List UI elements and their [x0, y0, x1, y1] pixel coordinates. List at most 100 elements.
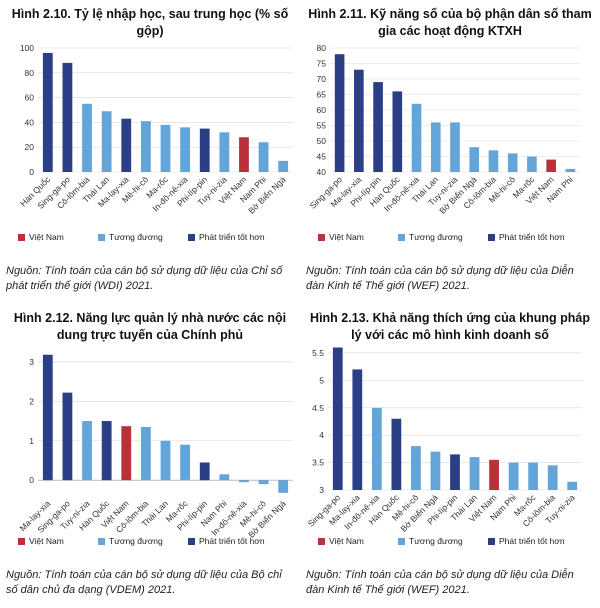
- bar: [42, 354, 53, 481]
- y-tick-label: 5.5: [312, 348, 324, 358]
- bar: [450, 454, 460, 490]
- bar: [199, 462, 210, 481]
- y-tick-label: 50: [317, 136, 327, 146]
- bar: [352, 369, 363, 490]
- bar: [180, 127, 191, 172]
- bar: [258, 142, 269, 172]
- y-tick-label: 3.5: [312, 458, 324, 468]
- legend-swatch: [188, 538, 195, 545]
- y-tick-label: 80: [25, 68, 35, 78]
- bar: [489, 459, 499, 490]
- bar: [488, 150, 499, 172]
- y-tick-label: 60: [317, 105, 327, 115]
- legend-swatch: [488, 234, 495, 241]
- y-tick-label: 5: [319, 375, 324, 385]
- legend-swatch: [18, 538, 25, 545]
- y-tick-label: 75: [317, 59, 327, 69]
- bar: [546, 159, 556, 172]
- y-tick-label: 3: [29, 357, 34, 367]
- y-tick-label: 80: [317, 43, 327, 53]
- legend-label: Việt Nam: [329, 232, 364, 242]
- y-tick-label: 0: [29, 475, 34, 485]
- source-text: Tính toán của cán bộ sử dụng dữ liệu của…: [6, 569, 282, 596]
- chart-2-11: 404550556065707580Sing-ga-poMa-lay-xiaPh…: [308, 43, 580, 242]
- bar: [391, 418, 402, 490]
- chart-source: Nguồn: Tính toán của cán bộ sử dụng dữ l…: [6, 568, 294, 598]
- bar: [354, 69, 364, 172]
- bar: [140, 426, 151, 481]
- legend-swatch: [318, 538, 325, 545]
- legend-swatch: [318, 234, 325, 241]
- bar: [430, 122, 441, 172]
- y-tick-label: 1: [29, 436, 34, 446]
- chart-panel-2-11: 40 45 50 55 60 65 70 75 80 Sing-ga-po Ma-lay-xia Ph…: [300, 0, 600, 304]
- bar: [508, 462, 519, 490]
- bar: [411, 103, 422, 172]
- legend-label: Tương đương: [109, 232, 163, 242]
- source-label: Nguồn:: [306, 265, 342, 277]
- bar: [332, 347, 343, 490]
- y-tick-label: 100: [20, 43, 34, 53]
- y-tick-label: 40: [25, 117, 35, 127]
- y-tick-label: 55: [317, 121, 327, 131]
- legend-swatch: [398, 538, 405, 545]
- bar: [469, 147, 480, 172]
- source-label: Nguồn:: [6, 265, 42, 277]
- bar: [160, 440, 171, 481]
- y-tick-label: 70: [317, 74, 327, 84]
- y-tick-label: 0: [29, 167, 34, 177]
- bar: [82, 421, 92, 481]
- bar: [42, 52, 53, 172]
- chart-source: Nguồn: Tính toán của cán bộ sử dụng dữ l…: [306, 568, 594, 598]
- chart-2-13: 33.544.555.5Sing-ga-poMa-lay-xiaIn-đô-nê…: [306, 347, 582, 546]
- bar: [565, 168, 576, 172]
- bar: [140, 121, 151, 172]
- y-tick-label: 4.5: [312, 403, 324, 413]
- bar: [334, 54, 345, 173]
- legend-label: Việt Nam: [29, 232, 64, 242]
- bar: [450, 122, 460, 172]
- y-tick-label: 65: [317, 90, 327, 100]
- legend-swatch: [188, 234, 195, 241]
- chart-source: Nguồn: Tính toán của cán bộ sử dụng dữ l…: [306, 264, 594, 294]
- y-tick-label: 3: [319, 485, 324, 495]
- bar: [430, 451, 441, 490]
- source-label: Nguồn:: [306, 569, 342, 581]
- bar: [62, 392, 73, 481]
- legend-swatch: [98, 538, 105, 545]
- bar: [121, 118, 132, 172]
- y-tick-label: 4: [319, 430, 324, 440]
- bar: [411, 446, 421, 490]
- bar: [219, 132, 230, 172]
- bar: [101, 111, 112, 172]
- bar: [160, 124, 171, 172]
- bar: [371, 407, 382, 490]
- bar: [199, 128, 210, 172]
- y-tick-label: 45: [317, 152, 327, 162]
- legend-label: Phát triển tốt hơn: [199, 536, 265, 546]
- bar: [62, 62, 73, 172]
- bar: [567, 481, 578, 490]
- source-text: Tính toán của cán bộ sử dụng dữ liệu của…: [306, 265, 574, 292]
- bar: [180, 444, 191, 481]
- legend-label: Tương đương: [409, 232, 463, 242]
- source-label: Nguồn:: [6, 569, 42, 581]
- bar: [101, 421, 112, 481]
- chart-panel-2-10: 0 20 40 60 80 100 Hàn Quốc Sing-ga-po Cô-lôm-bia…: [0, 0, 300, 304]
- bar: [528, 462, 539, 490]
- y-tick-label: 20: [25, 142, 35, 152]
- bar: [82, 103, 92, 172]
- bar: [373, 82, 383, 172]
- chart-title: Hình 2.10. Tỷ lệ nhập học, sau trung học…: [11, 7, 289, 38]
- bar: [392, 91, 403, 172]
- legend-swatch: [398, 234, 405, 241]
- source-text: Tính toán của cán bộ sử dụng dữ liệu của…: [306, 569, 574, 596]
- chart-panel-2-12: 0 1 2 3 Ma-lay-xia Sing-ga-po Tuy-ni-zia Hàn Qu…: [0, 304, 300, 608]
- legend-label: Phát triển tốt hơn: [199, 232, 265, 242]
- y-tick-label: 2: [29, 396, 34, 406]
- bar: [239, 480, 249, 483]
- legend-label: Phát triển tốt hơn: [499, 536, 565, 546]
- bar: [547, 465, 558, 490]
